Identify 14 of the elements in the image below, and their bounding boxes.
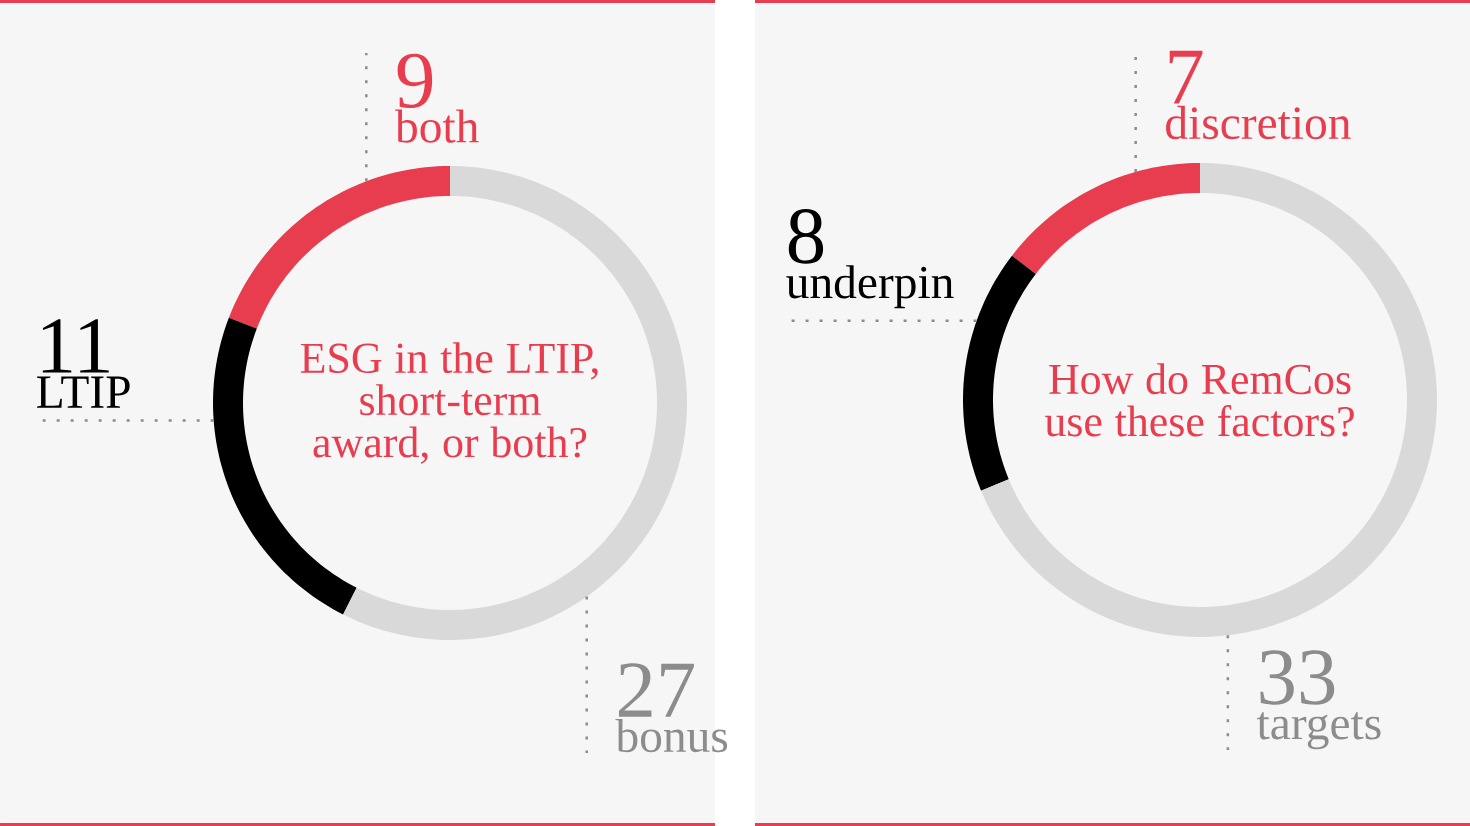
data-label: 11 <box>42 319 109 373</box>
text: How do RemCos use these factors? <box>1044 363 1354 437</box>
slice-label: LTIP <box>37 376 130 408</box>
slice-label: underpin <box>786 265 954 309</box>
data-label: 9 <box>397 53 433 108</box>
slice-label: discretion <box>1166 105 1351 140</box>
data-label: 27 <box>618 663 694 717</box>
data-label: 7 <box>1169 50 1203 104</box>
data-label: 8 <box>788 209 824 264</box>
slice-label: targets <box>1257 712 1381 750</box>
slice-label: both <box>395 109 479 143</box>
data-label: 33 <box>1260 650 1335 705</box>
text: ESG in the LTIP, short-term award, or both? <box>300 342 598 464</box>
slice-label: bonus <box>615 718 728 753</box>
